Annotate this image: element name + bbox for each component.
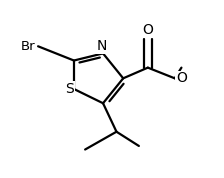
- Text: O: O: [176, 71, 187, 85]
- Text: N: N: [97, 39, 107, 53]
- Text: S: S: [65, 82, 74, 96]
- Text: Br: Br: [21, 40, 36, 53]
- Text: O: O: [142, 23, 153, 37]
